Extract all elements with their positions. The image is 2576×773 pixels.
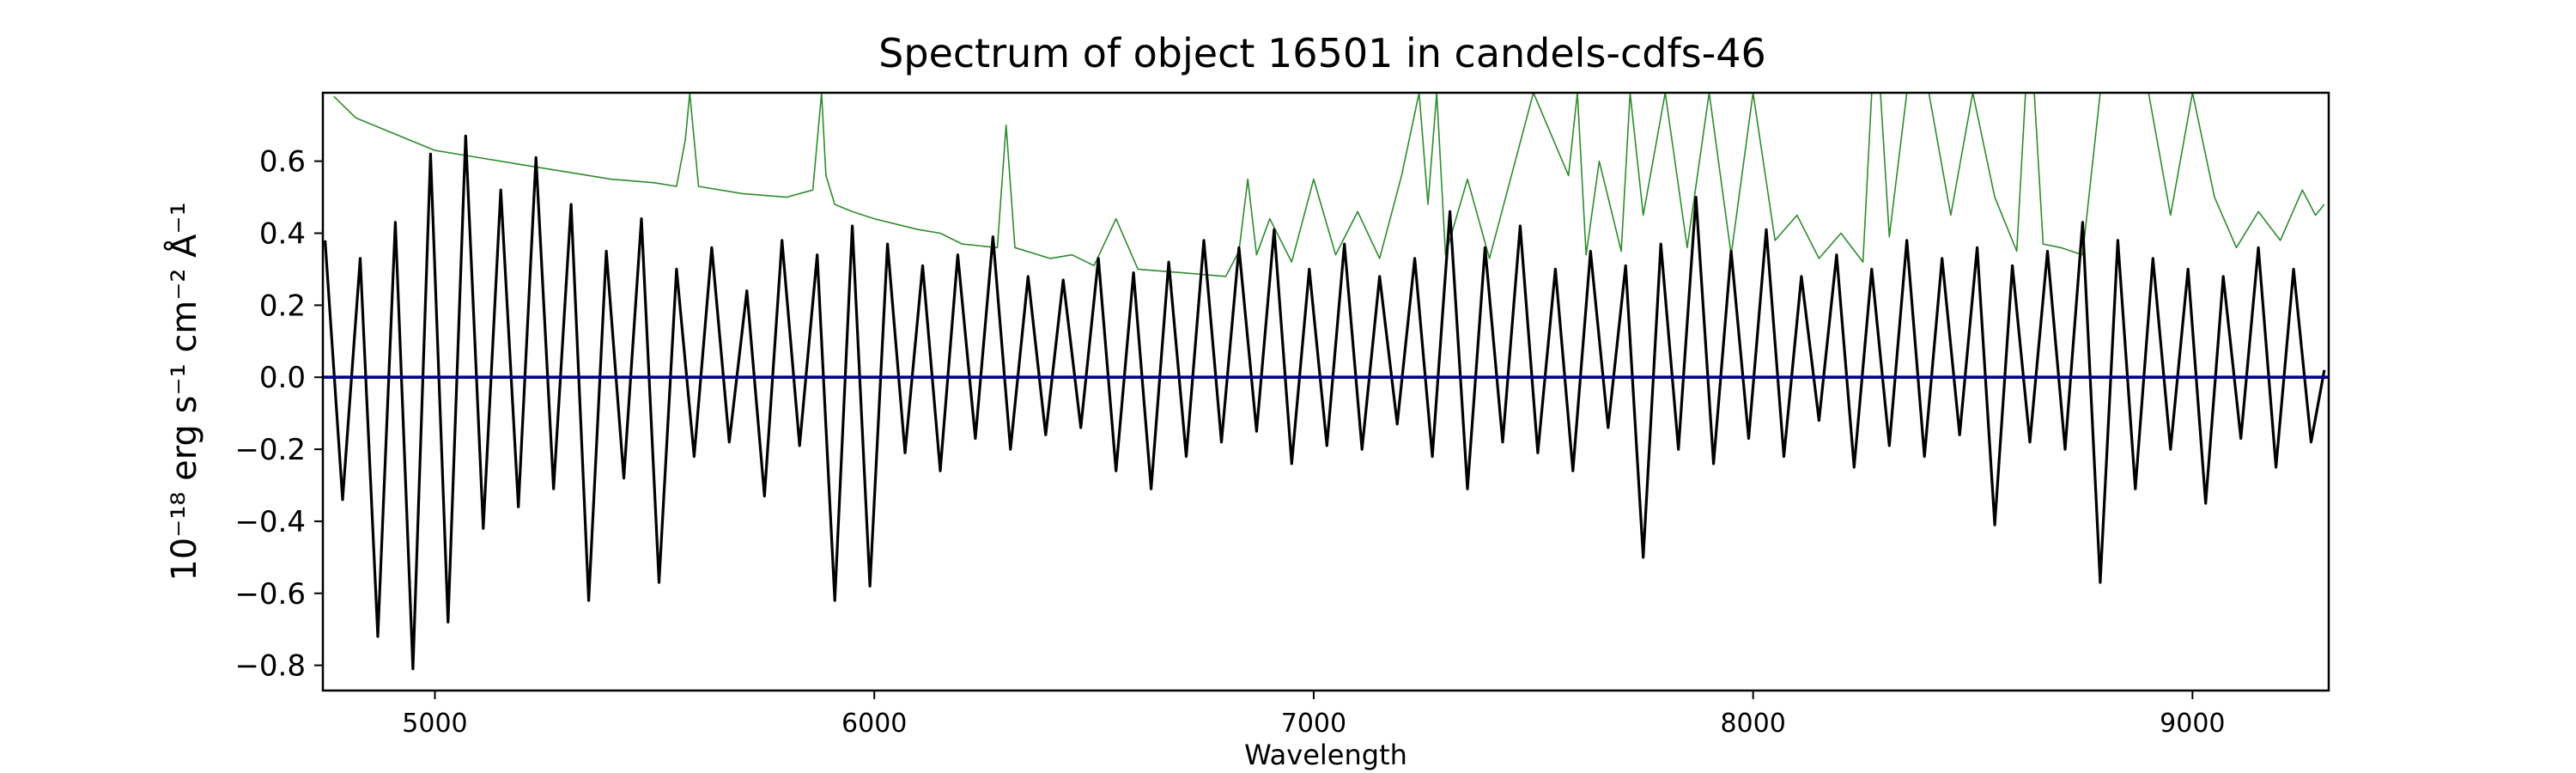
flux-series-line — [324, 134, 2326, 671]
plot-series-group — [323, 93, 2329, 671]
x-tick-label: 6000 — [841, 709, 907, 739]
y-tick-label: −0.8 — [234, 649, 306, 684]
x-axis-label: Wavelength — [1244, 739, 1407, 771]
y-tick-label: −0.2 — [234, 433, 306, 467]
y-tick-label: 0.2 — [259, 289, 306, 323]
y-tick-label: 0.0 — [259, 361, 306, 395]
y-axis-label: 10⁻¹⁸ erg s⁻¹ cm⁻² Å⁻¹ — [163, 202, 204, 581]
chart-title: Spectrum of object 16501 in candels-cdfs… — [878, 30, 1766, 76]
y-tick-label: −0.4 — [234, 505, 306, 539]
y-axis: −0.8 −0.6 −0.4 −0.2 0.0 0.2 0.4 0.6 — [234, 145, 323, 684]
y-tick-label: 0.6 — [259, 145, 306, 180]
x-axis: 5000 6000 7000 8000 9000 — [402, 691, 2226, 739]
x-tick-label: 9000 — [2160, 709, 2225, 739]
x-tick-label: 5000 — [402, 709, 467, 739]
plot-frame — [321, 91, 2330, 692]
x-tick-label: 8000 — [1720, 709, 1785, 739]
y-tick-label: 0.4 — [259, 217, 306, 252]
x-tick-label: 7000 — [1281, 709, 1346, 739]
y-tick-label: −0.6 — [234, 577, 306, 612]
